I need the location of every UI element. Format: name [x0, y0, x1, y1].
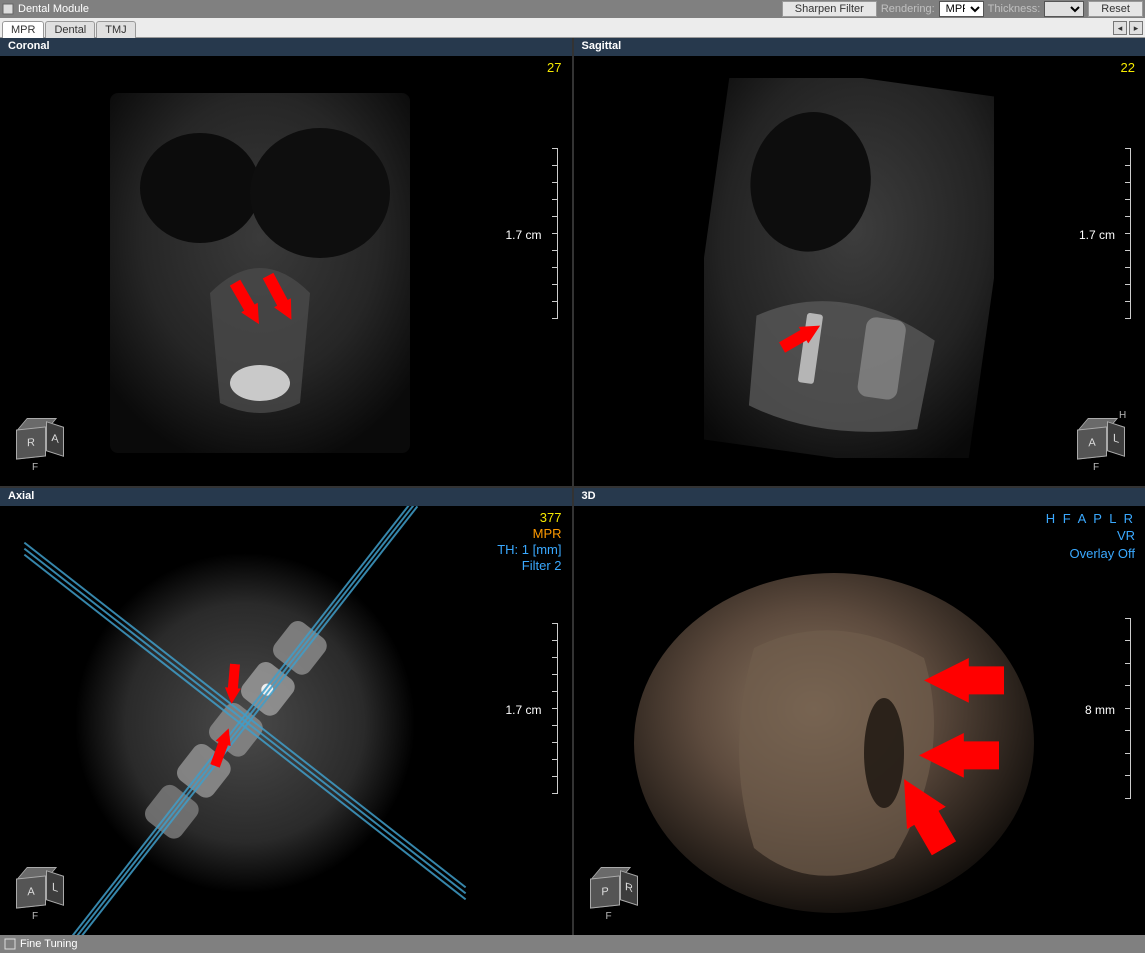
cube-face-front: R: [16, 426, 46, 459]
radiograph-sagittal: [704, 78, 994, 458]
orientation-cube-3d[interactable]: PRF: [588, 865, 644, 921]
sharpen-filter-button[interactable]: Sharpen Filter: [782, 1, 877, 17]
cube-label-bottom: F: [32, 911, 38, 922]
module-title: Dental Module: [18, 3, 89, 15]
ruler-sagittal: [1130, 148, 1131, 318]
tab-scroll-right-button[interactable]: ▸: [1129, 21, 1143, 35]
cube-face-right: R: [620, 870, 638, 906]
pane-title-sagittal: Sagittal: [574, 38, 1145, 56]
ruler-label-sagittal: 1.7 cm: [1079, 228, 1115, 242]
slice-number-sagittal: 22: [1121, 60, 1135, 75]
radiograph-coronal: [110, 93, 410, 453]
mpr-label-axial: MPR: [533, 526, 562, 541]
tab-label: TMJ: [105, 24, 126, 36]
filter-label-axial: Filter 2: [522, 558, 562, 573]
ruler-label-3d: 8 mm: [1085, 703, 1115, 717]
overlay-3d-line2: VR: [1046, 527, 1135, 545]
pane-title-axial: Axial: [0, 488, 572, 506]
tab-label: Dental: [54, 24, 86, 36]
overlay-3d-line3: Overlay Off: [1046, 545, 1135, 563]
bottom-bar: Fine Tuning: [0, 935, 1145, 953]
cube-label-bottom: F: [1093, 462, 1099, 473]
rendering-select[interactable]: MPR: [939, 1, 984, 17]
slice-number-axial: 377: [540, 510, 562, 525]
title-bar: Dental Module Sharpen Filter Rendering: …: [0, 0, 1145, 18]
fine-tuning-label: Fine Tuning: [20, 938, 77, 950]
tab-tmj[interactable]: TMJ: [96, 21, 135, 38]
annotation-arrow: [919, 733, 999, 778]
thickness-label-axial: TH: 1 [mm]: [497, 542, 561, 557]
tab-label: MPR: [11, 24, 35, 36]
thickness-label: Thickness:: [988, 3, 1041, 15]
tab-mpr[interactable]: MPR: [2, 21, 44, 38]
cube-face-right: L: [46, 870, 64, 906]
overlay-3d: H F A P L R VR Overlay Off: [1046, 510, 1135, 563]
ruler-label-axial: 1.7 cm: [505, 703, 541, 717]
cube-face-front: A: [16, 875, 46, 908]
ruler-3d: [1130, 618, 1131, 798]
ruler-label-coronal: 1.7 cm: [505, 228, 541, 242]
orientation-cube-sagittal[interactable]: ALFH: [1075, 416, 1131, 472]
ruler-coronal: [557, 148, 558, 318]
pane-3d[interactable]: 3D H F A P L R VR Overlay Off 8 mm PRF: [574, 488, 1145, 936]
pane-coronal[interactable]: Coronal 27 1.7 cm RAF: [0, 38, 572, 486]
cube-face-front: A: [1077, 426, 1107, 459]
reset-button[interactable]: Reset: [1088, 1, 1143, 17]
render-3d: [634, 558, 1074, 918]
annotation-arrow: [924, 658, 1004, 703]
cube-face-right: L: [1107, 421, 1125, 457]
tab-strip: MPR Dental TMJ ◂ ▸: [0, 18, 1145, 38]
pane-sagittal[interactable]: Sagittal 22 1.7 cm ALFH: [574, 38, 1145, 486]
cube-face-front: P: [590, 875, 620, 908]
tab-dental[interactable]: Dental: [45, 21, 95, 38]
pane-title-3d: 3D: [574, 488, 1145, 506]
annotation-arrow: [224, 663, 243, 704]
cube-label-bottom: F: [32, 462, 38, 473]
expand-icon[interactable]: [4, 938, 16, 950]
orientation-cube-axial[interactable]: ALF: [14, 865, 70, 921]
viewport-grid: Coronal 27 1.7 cm RAF: [0, 38, 1145, 935]
pane-title-coronal: Coronal: [0, 38, 572, 56]
module-icon: [2, 3, 14, 15]
tab-scroll-left-button[interactable]: ◂: [1113, 21, 1127, 35]
overlay-3d-line1: H F A P L R: [1046, 510, 1135, 528]
orientation-cube-coronal[interactable]: RAF: [14, 416, 70, 472]
thickness-select[interactable]: [1044, 1, 1084, 17]
ruler-axial: [557, 623, 558, 793]
cube-label-top: H: [1119, 410, 1126, 421]
pane-axial[interactable]: Axial 377 MPR TH: 1 [mm] Filter 2: [0, 488, 572, 936]
slice-number-coronal: 27: [547, 60, 561, 75]
rendering-label: Rendering:: [881, 3, 935, 15]
cube-label-bottom: F: [606, 911, 612, 922]
cube-face-right: A: [46, 421, 64, 457]
